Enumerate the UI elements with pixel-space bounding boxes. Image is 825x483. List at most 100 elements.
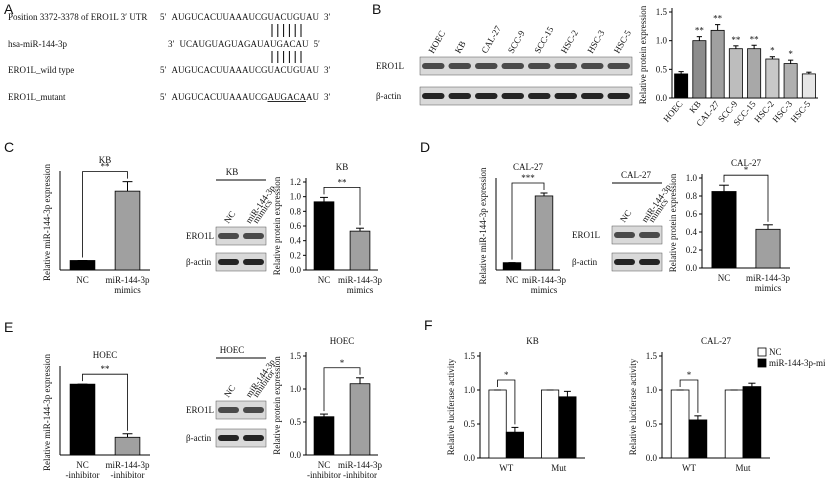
bar — [313, 201, 335, 271]
bar — [765, 58, 780, 99]
chart-title: HOEC — [330, 336, 355, 346]
bar — [724, 389, 744, 459]
y-tick-label: 1.2 — [290, 177, 301, 187]
sequence: 5′ AUGUCACUUAAAUCGUACUGUAU 3′ — [160, 12, 330, 22]
x-tick-label: NC — [718, 273, 731, 283]
bar — [801, 73, 816, 99]
significance: ** — [338, 177, 348, 187]
band — [501, 93, 524, 99]
bar — [688, 419, 708, 459]
x-tick-label: Mut — [735, 463, 751, 473]
bar — [755, 228, 781, 269]
row-label: β-actin — [186, 433, 212, 443]
chart-title: KB — [99, 155, 112, 165]
band — [422, 63, 445, 69]
blot-title: KB — [226, 167, 239, 177]
significance-bracket — [323, 367, 361, 412]
y-tick-label: 0.5 — [464, 419, 476, 429]
x-tick-label: mimics — [531, 285, 558, 295]
y-tick-label: 1.5 — [464, 351, 476, 361]
y-tick-label: 0.8 — [686, 191, 698, 201]
bar — [114, 436, 141, 456]
x-tick-label: -inhibitor — [111, 470, 145, 480]
x-tick-label: miR-144-3p — [106, 460, 150, 470]
y-tick-label: 0.0 — [290, 450, 302, 460]
sequence: 5′ AUGUCACUUAAAUCGAUGACAAU 3′ — [160, 92, 331, 102]
x-tick-label: NC — [318, 460, 331, 470]
band — [639, 259, 660, 265]
y-tick-label: 0.5 — [656, 64, 668, 74]
band — [475, 63, 498, 69]
significance: * — [340, 358, 345, 368]
panel-label: B — [372, 1, 381, 17]
significance: ** — [101, 162, 111, 172]
y-axis-label: Relative protein expression — [638, 5, 648, 104]
sequence-label: hsa-miR-144-3p — [8, 39, 67, 49]
band — [581, 93, 604, 99]
significance: * — [744, 165, 749, 175]
sequence-label: ERO1L_wild type — [8, 65, 74, 75]
legend-label: NC — [769, 347, 782, 357]
band — [218, 407, 239, 413]
bar — [349, 230, 371, 271]
sequence-part: AUGACA — [267, 92, 306, 102]
x-tick-label: NC — [318, 275, 331, 285]
significance: * — [770, 46, 775, 56]
bar — [502, 262, 522, 271]
panel-label: F — [424, 317, 433, 333]
bar — [69, 383, 96, 456]
band — [243, 407, 264, 413]
bar — [534, 195, 554, 271]
sequence-part: AUGUCACUUAAAUCGUACUGUAU — [171, 12, 319, 22]
row-label: ERO1L — [186, 405, 214, 415]
strand-end: 5′ — [313, 39, 320, 49]
band — [607, 63, 630, 69]
y-tick-label: 1.5 — [656, 7, 668, 17]
band — [243, 435, 264, 441]
band — [218, 435, 239, 441]
sequence-label: Position 3372-3378 of ERO1L 3′ UTR — [8, 12, 147, 22]
bar — [505, 431, 524, 459]
chart-title: HOEC — [93, 350, 118, 360]
band — [448, 93, 471, 99]
panel-label: E — [4, 319, 13, 335]
row-label: ERO1L — [376, 61, 404, 71]
band — [528, 63, 551, 69]
band — [243, 259, 264, 265]
chart-title: KB — [526, 336, 539, 346]
bar — [349, 383, 371, 456]
y-tick-label: 0.0 — [646, 453, 658, 463]
significance: *** — [521, 173, 535, 183]
band — [554, 63, 577, 69]
sequence-part: AU — [306, 92, 319, 102]
y-axis-label: Relative protein expression — [272, 176, 282, 275]
sequence-label: ERO1L_mutant — [8, 92, 66, 102]
y-tick-label: 0.2 — [686, 245, 697, 255]
bar — [728, 48, 743, 99]
blot-background — [611, 225, 663, 245]
y-tick-label: 0.0 — [686, 263, 698, 273]
x-tick-label: WT — [499, 463, 513, 473]
band — [581, 63, 604, 69]
blot-background — [215, 428, 267, 448]
row-label: β-actin — [376, 91, 402, 101]
bar — [692, 40, 707, 99]
sequence: 3′ UCAUGUAGUAGAUAUGACAU 5′ — [168, 39, 320, 49]
significance: ** — [750, 34, 760, 44]
x-tick-label: mimics — [114, 285, 141, 295]
row-label: ERO1L — [186, 231, 214, 241]
significance-bracket — [497, 379, 516, 425]
y-tick-label: 0.2 — [290, 250, 301, 260]
blot-background — [419, 86, 633, 106]
y-tick-label: 1.0 — [656, 36, 668, 46]
bar — [488, 389, 507, 459]
strand-start: 5′ — [160, 65, 167, 75]
strand-end: 3′ — [324, 12, 331, 22]
strand-end: 3′ — [324, 92, 331, 102]
significance: * — [687, 370, 692, 380]
bar — [747, 48, 762, 99]
strand-start: 5′ — [160, 92, 167, 102]
bar — [711, 191, 737, 269]
blot-background — [215, 226, 267, 246]
